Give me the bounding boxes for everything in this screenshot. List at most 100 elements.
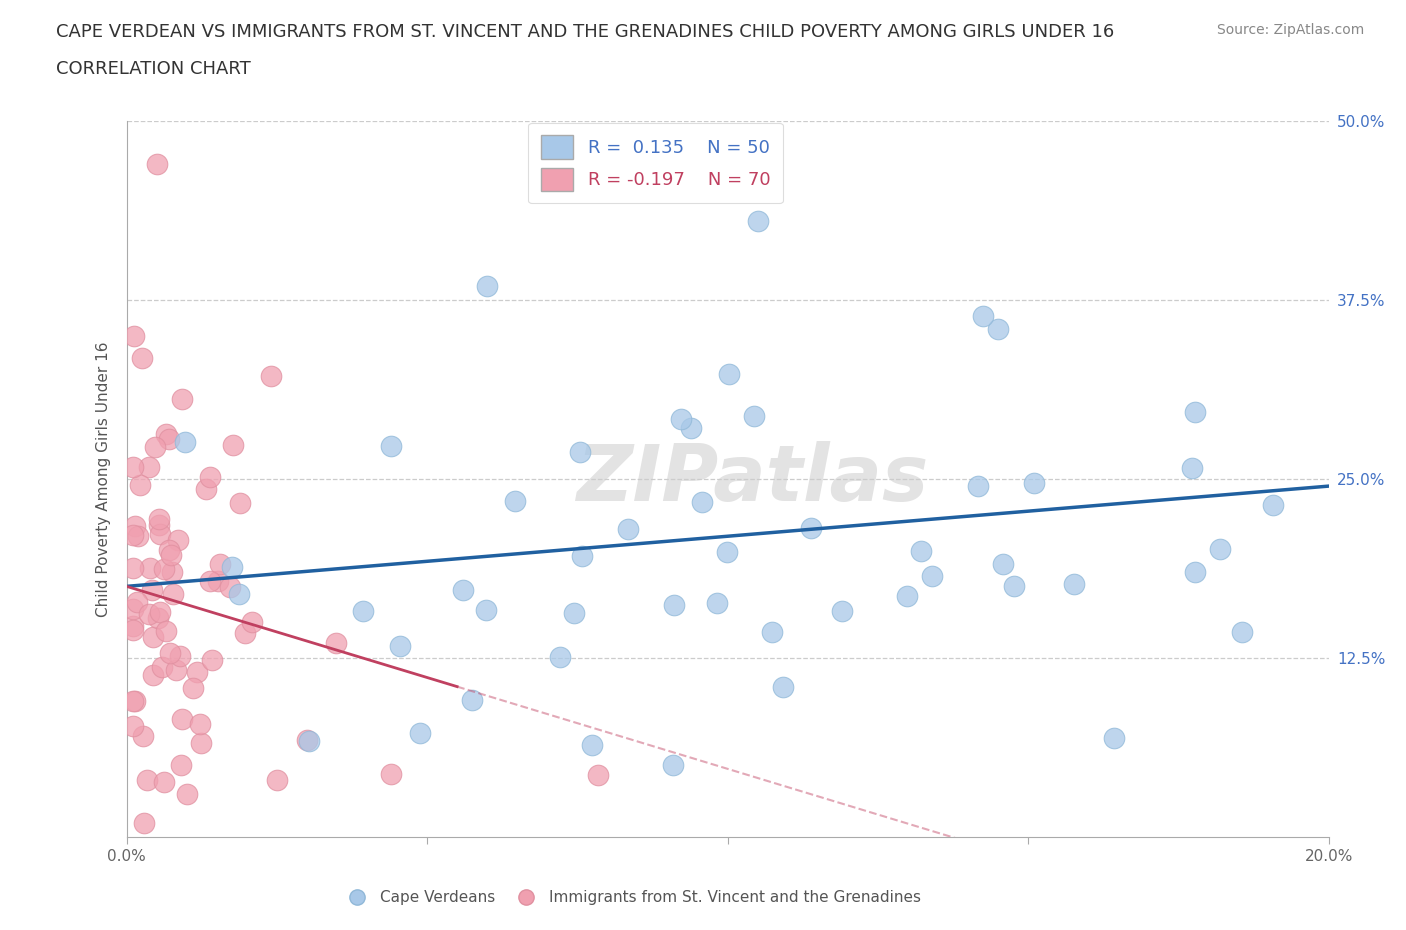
Point [155, 427, 177, 442]
Point [972, 309, 994, 324]
Point [1002, 578, 1025, 593]
Point [475, 278, 498, 293]
Point [148, 517, 170, 532]
Point [148, 512, 170, 526]
Point [222, 438, 245, 453]
Point [121, 601, 143, 616]
Point [1184, 405, 1206, 419]
Point [186, 665, 208, 680]
Point [352, 604, 374, 618]
Point [190, 736, 212, 751]
Point [121, 527, 143, 542]
Point [1184, 565, 1206, 580]
Point [125, 594, 148, 609]
Y-axis label: Child Poverty Among Girls Under 16: Child Poverty Among Girls Under 16 [96, 341, 111, 617]
Point [142, 630, 165, 644]
Point [121, 719, 143, 734]
Text: ZIPatlas: ZIPatlas [575, 441, 928, 517]
Point [1063, 576, 1085, 591]
Point [266, 772, 288, 787]
Point [896, 589, 918, 604]
Point [461, 692, 484, 707]
Point [662, 758, 685, 773]
Point [124, 519, 146, 534]
Point [474, 602, 496, 617]
Point [132, 816, 155, 830]
Point [218, 579, 240, 594]
Point [581, 737, 603, 752]
Point [260, 368, 283, 383]
Point [451, 583, 474, 598]
Point [1230, 624, 1253, 639]
Point [172, 392, 194, 406]
Point [617, 521, 640, 536]
Point [160, 565, 183, 579]
Point [172, 711, 194, 726]
Point [503, 494, 526, 509]
Point [122, 328, 145, 343]
Point [124, 694, 146, 709]
Point [136, 773, 159, 788]
Point [138, 459, 160, 474]
Point [571, 549, 593, 564]
Point [325, 635, 347, 650]
Point [706, 595, 728, 610]
Point [380, 438, 402, 453]
Point [157, 542, 180, 557]
Point [1209, 541, 1232, 556]
Point [408, 725, 430, 740]
Point [1263, 498, 1285, 512]
Point [149, 527, 172, 542]
Point [240, 614, 263, 629]
Point [181, 680, 204, 695]
Point [295, 732, 318, 747]
Point [121, 694, 143, 709]
Point [221, 559, 243, 574]
Point [298, 734, 321, 749]
Point [141, 583, 163, 598]
Point [145, 440, 167, 455]
Point [138, 606, 160, 621]
Point [389, 639, 412, 654]
Point [157, 432, 180, 446]
Point [152, 775, 174, 790]
Point [987, 321, 1010, 336]
Point [548, 649, 571, 664]
Text: Source: ZipAtlas.com: Source: ZipAtlas.com [1216, 23, 1364, 37]
Point [229, 496, 252, 511]
Point [910, 544, 932, 559]
Point [1024, 476, 1046, 491]
Point [380, 767, 402, 782]
Point [169, 649, 191, 664]
Point [568, 445, 591, 459]
Point [194, 482, 217, 497]
Point [153, 562, 176, 577]
Point [162, 587, 184, 602]
Point [799, 520, 821, 535]
Point [921, 569, 943, 584]
Point [167, 532, 190, 547]
Point [188, 716, 211, 731]
Point [149, 604, 172, 619]
Point [198, 469, 221, 484]
Text: CAPE VERDEAN VS IMMIGRANTS FROM ST. VINCENT AND THE GRENADINES CHILD POVERTY AMO: CAPE VERDEAN VS IMMIGRANTS FROM ST. VINC… [56, 23, 1115, 41]
Point [831, 604, 853, 618]
Point [564, 605, 586, 620]
Point [121, 459, 143, 474]
Point [131, 728, 153, 743]
Point [717, 366, 740, 381]
Point [159, 645, 181, 660]
Legend: Cape Verdeans, Immigrants from St. Vincent and the Grenadines: Cape Verdeans, Immigrants from St. Vince… [336, 884, 927, 911]
Point [145, 156, 167, 171]
Point [160, 548, 183, 563]
Point [669, 411, 692, 426]
Point [679, 420, 702, 435]
Point [967, 479, 990, 494]
Point [198, 574, 221, 589]
Point [176, 787, 198, 802]
Point [1181, 460, 1204, 475]
Point [209, 557, 232, 572]
Point [662, 597, 685, 612]
Point [146, 610, 169, 625]
Point [131, 351, 153, 365]
